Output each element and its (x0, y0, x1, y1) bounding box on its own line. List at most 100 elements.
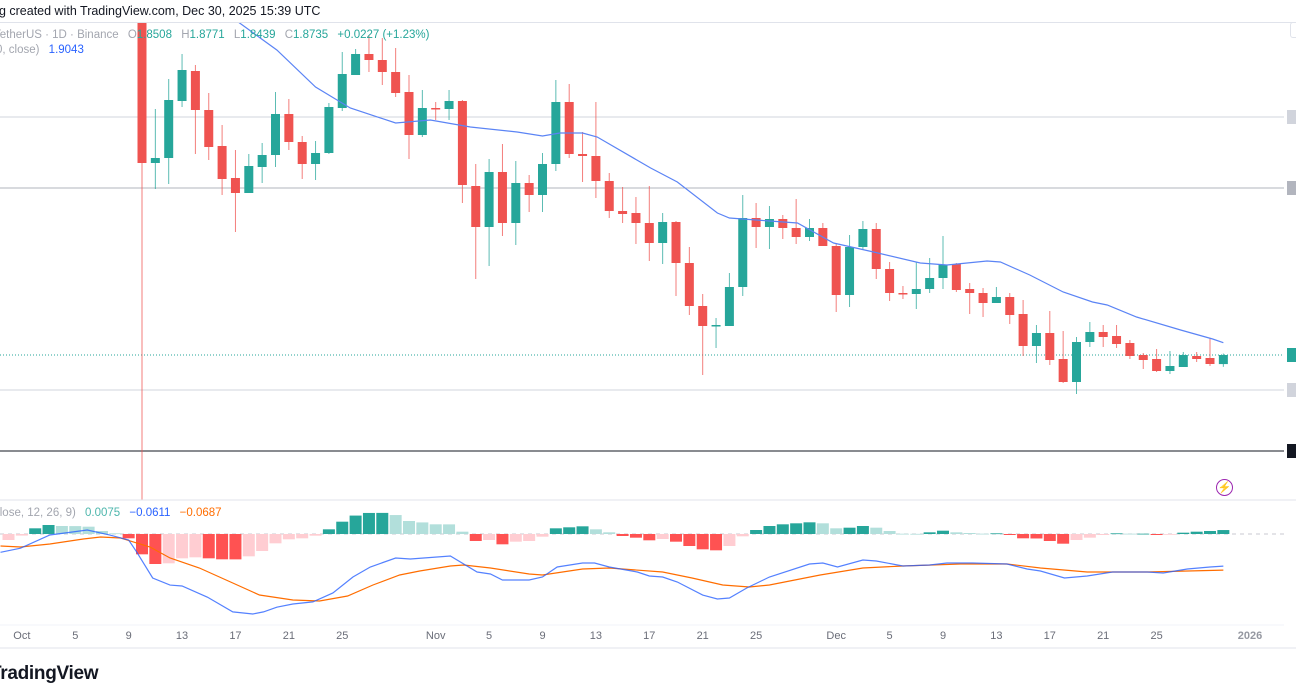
macd-histogram-bar (843, 527, 856, 534)
lightning-alert-icon[interactable]: ⚡ (1216, 479, 1233, 496)
macd-histogram-bar (589, 529, 602, 534)
macd-histogram-bar (322, 529, 335, 534)
macd-histogram-bar (1190, 531, 1203, 534)
macd-histogram-bar (803, 522, 816, 534)
macd-histogram-bar (1110, 533, 1123, 535)
candle-down (1125, 343, 1135, 356)
candle-up (150, 158, 160, 163)
macd-histogram-bar (1057, 534, 1070, 544)
snapshot-text: ng created with TradingView.com, Dec 30,… (0, 4, 321, 18)
candle-up (337, 74, 347, 108)
macd-histogram-bar (710, 534, 723, 551)
close-label: C (284, 29, 293, 41)
candle-down (230, 178, 240, 193)
open-value: 1.8508 (136, 29, 172, 41)
macd-histogram-bar (309, 534, 322, 536)
price-level-tag (1287, 110, 1296, 124)
ma-label[interactable]: 0, close) (0, 44, 40, 56)
macd-histogram-bar (1043, 534, 1056, 541)
candle-up (511, 183, 521, 223)
candle-up (271, 114, 280, 155)
macd-histogram-bar (55, 526, 68, 534)
macd-line (0, 529, 1224, 615)
candle-down (217, 146, 227, 179)
macd-histogram-bar (563, 527, 576, 534)
footer (0, 649, 1296, 700)
candle-up (484, 172, 494, 227)
candle-down (524, 183, 534, 195)
candle-down (471, 186, 481, 227)
macd-histogram-bar (576, 526, 589, 534)
time-axis-label: 2026 (1237, 630, 1263, 642)
symbol-legend: TetherUS · 1D · Binance O1.8508 H1.8771 … (0, 28, 429, 42)
candle-down (457, 101, 467, 185)
macd-legend: close, 12, 26, 9) 0.0075 −0.0611 −0.0687 (0, 506, 222, 520)
candle-down (404, 92, 414, 135)
candle-down (951, 264, 961, 290)
macd-histogram-bar (176, 534, 189, 559)
candle-down (965, 289, 975, 293)
macd-histogram-bar (282, 534, 295, 540)
time-axis-label: Dec (826, 630, 846, 642)
macd-label[interactable]: close, 12, 26, 9) (0, 507, 76, 519)
macd-histogram-bar (229, 534, 242, 560)
candle-up (1218, 355, 1228, 365)
macd-histogram-bar (696, 534, 709, 550)
macd-histogram-bar (1137, 533, 1150, 535)
macd-histogram-bar (42, 525, 55, 534)
macd-histogram-bar (403, 521, 415, 534)
time-axis-label: 9 (939, 630, 947, 642)
candle-down (564, 102, 574, 154)
macd-histogram-bar (830, 528, 843, 534)
settings-button[interactable] (1290, 22, 1296, 38)
snapshot-header: ng created with TradingView.com, Dec 30,… (0, 0, 1296, 23)
macd-histogram-bar (616, 534, 629, 536)
time-axis-label: 13 (175, 630, 189, 642)
macd-histogram-bar (469, 534, 482, 541)
macd-histogram-bar (776, 524, 789, 534)
macd-histogram-bar (443, 524, 456, 534)
candle-up (351, 54, 361, 75)
macd-histogram-bar (937, 530, 949, 534)
macd-histogram-bar (990, 533, 1003, 535)
macd-histogram-value: 0.0075 (85, 507, 121, 519)
candle-up (164, 100, 174, 158)
price-level-tag (1287, 181, 1296, 195)
candle-up (244, 166, 254, 193)
macd-histogram-bar (763, 526, 776, 534)
macd-histogram-bar (1217, 530, 1230, 534)
macd-histogram-bar (483, 534, 496, 540)
macd-histogram-bar (15, 534, 28, 536)
macd-histogram-bar (189, 534, 202, 558)
candle-down (391, 72, 401, 93)
change-value: +0.0227 (+1.23%) (337, 29, 430, 41)
low-label: L (233, 29, 241, 41)
macd-histogram-bar (963, 533, 976, 534)
candle-up (177, 70, 187, 101)
candle-up (1165, 366, 1175, 371)
candle-down (644, 223, 654, 243)
symbol-name[interactable]: TetherUS · 1D · Binance (0, 29, 119, 41)
candle-down (751, 218, 761, 227)
macd-histogram-bar (109, 533, 122, 535)
macd-histogram-bar (242, 534, 255, 557)
candle-up (764, 219, 774, 227)
moving-average-line (238, 23, 1224, 344)
time-axis-label: 5 (486, 630, 493, 642)
macd-histogram-bar (95, 531, 108, 534)
candle-up (738, 218, 748, 287)
macd-histogram-bar (1177, 532, 1190, 534)
candle-down (778, 219, 788, 228)
candle-down (1112, 336, 1122, 344)
candle-down (871, 229, 881, 269)
macd-histogram-bar (523, 534, 536, 541)
macd-histogram-bar (723, 534, 736, 546)
macd-histogram-bar (1070, 534, 1083, 540)
macd-histogram-bar (1204, 531, 1216, 534)
macd-histogram-bar (1163, 534, 1176, 535)
macd-histogram-bar (1003, 534, 1016, 535)
candle-up (417, 108, 427, 135)
macd-histogram-bar (256, 534, 269, 551)
candle-up (858, 229, 868, 247)
